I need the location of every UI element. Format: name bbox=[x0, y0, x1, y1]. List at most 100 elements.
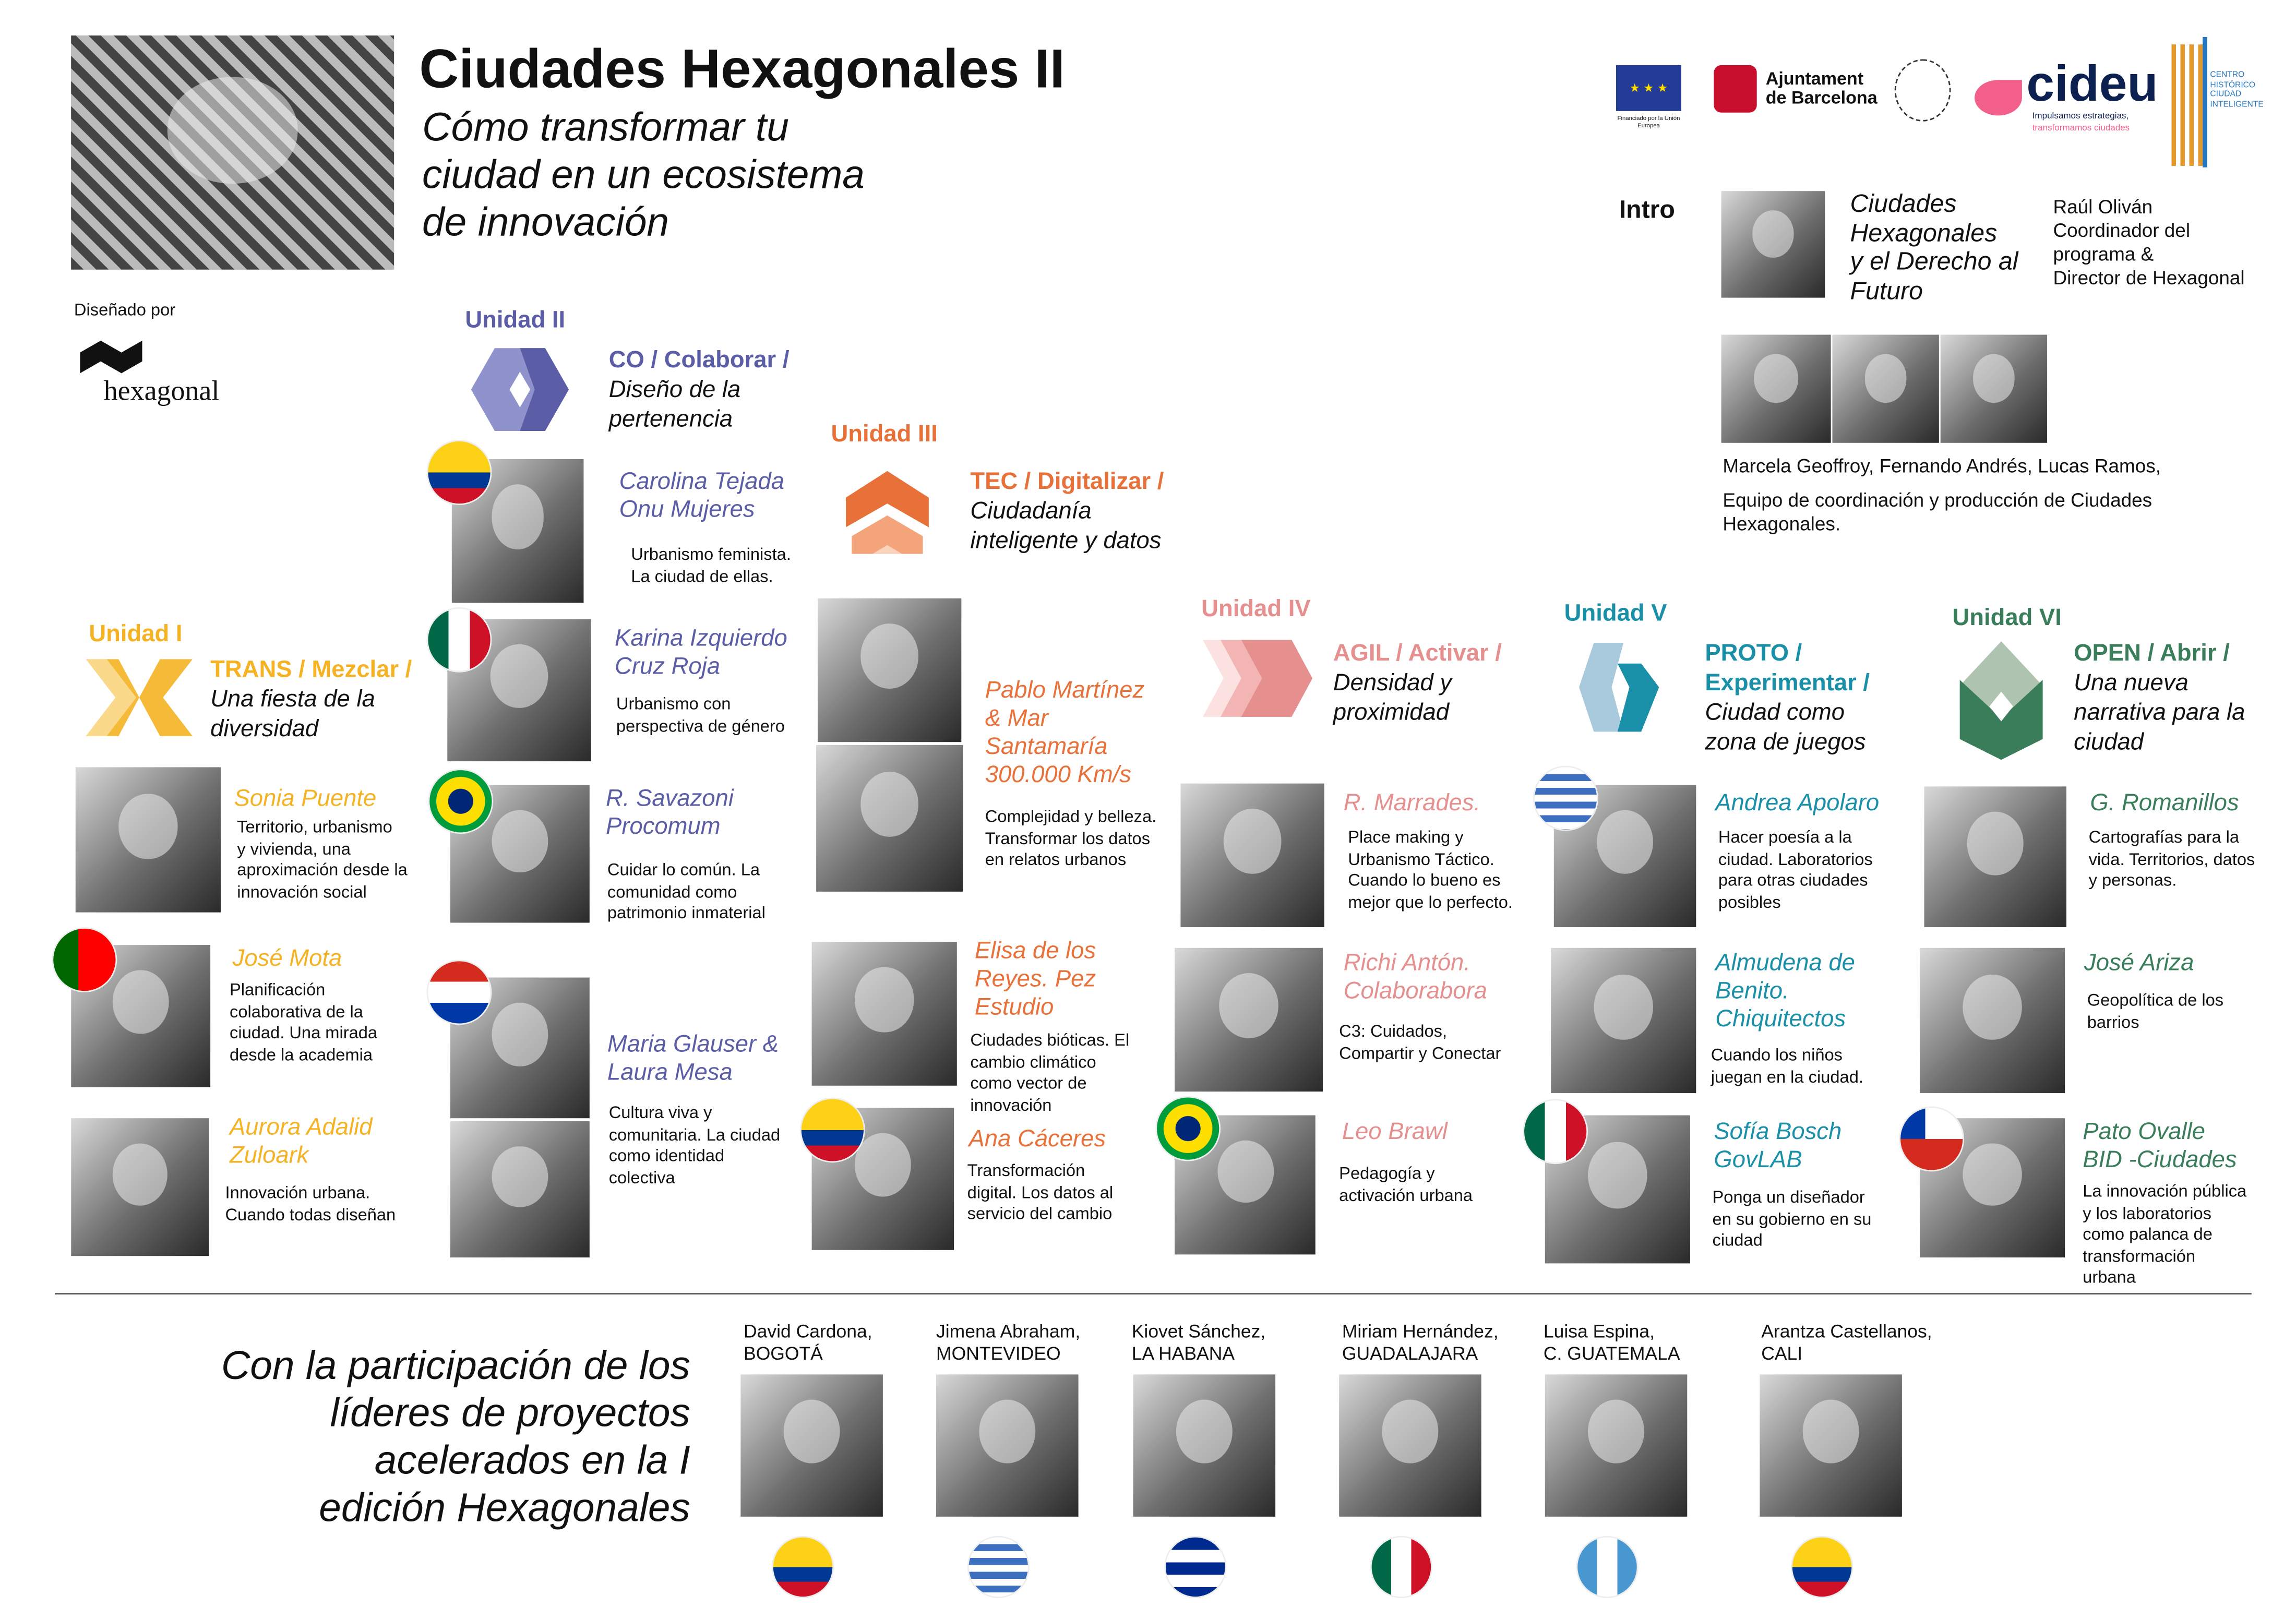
speaker-description: Place making y Urbanismo Táctico. Cuando… bbox=[1348, 829, 1513, 912]
mexico-flag-icon bbox=[428, 608, 491, 671]
diamond-hexagon-icon bbox=[1959, 641, 2043, 760]
designed-by-label: Diseñado por bbox=[74, 302, 176, 320]
unit-subtitle: Densidad y proximidad bbox=[1333, 670, 1452, 726]
speaker-photo bbox=[71, 945, 211, 1087]
participant-photo bbox=[936, 1374, 1079, 1517]
speaker-photo bbox=[1919, 948, 2065, 1093]
raul-olivan-photo bbox=[1721, 191, 1825, 298]
speaker-name: Pablo Martínez & Mar Santamaría 300.000 … bbox=[985, 678, 1145, 788]
unit-label: Unidad I bbox=[89, 622, 183, 647]
speaker-description: Pedagogía y activación urbana bbox=[1339, 1166, 1473, 1205]
speaker-photo bbox=[816, 745, 963, 892]
hexagon-icon bbox=[471, 348, 569, 431]
portugal-flag-icon bbox=[53, 928, 116, 991]
brazil-flag-icon bbox=[1157, 1097, 1219, 1160]
uruguay-flag-icon bbox=[1534, 767, 1597, 830]
cideu-tagline: Impulsamos estrategias, bbox=[2032, 112, 2129, 122]
chile-flag-icon bbox=[1900, 1108, 1963, 1170]
unit-label: Unidad VI bbox=[1952, 606, 2062, 631]
speaker-name: Maria Glauser & Laura Mesa bbox=[607, 1032, 779, 1086]
unit-label: Unidad V bbox=[1564, 601, 1667, 627]
speaker-name: Elisa de los Reyes. Pez Estudio bbox=[974, 939, 1096, 1021]
barcelona-logo-text: Ajuntament de Barcelona bbox=[1765, 68, 1878, 109]
intro-talk-title: Ciudades Hexagonales y el Derecho al Fut… bbox=[1850, 189, 2018, 305]
intro-label: Intro bbox=[1619, 195, 1675, 224]
speaker-name: Sofía Bosch GovLAB bbox=[1714, 1120, 1842, 1173]
speaker-name: José Mota bbox=[232, 946, 342, 972]
speaker-description: Transformación digital. Los datos al ser… bbox=[967, 1162, 1114, 1224]
participant-name: Jimena Abraham, MONTEVIDEO bbox=[936, 1321, 1081, 1364]
mexico-flag-icon bbox=[1524, 1100, 1587, 1163]
unit-title: TRANS / Mezclar / bbox=[210, 657, 412, 683]
aerial-city-image bbox=[71, 35, 394, 270]
unit-title: CO / Colaborar / bbox=[608, 348, 790, 374]
eu-caption: Financiado por la Unión Europea bbox=[1617, 114, 1680, 129]
speaker-name: Almudena de Benito. Chiquitectos bbox=[1715, 951, 1855, 1033]
participant-photo bbox=[740, 1374, 883, 1517]
speaker-name: R. Savazoni Procomum bbox=[606, 786, 734, 840]
speaker-description: C3: Cuidados, Compartir y Conectar bbox=[1339, 1023, 1501, 1063]
participants-heading: Con la participación de los líderes de p… bbox=[221, 1343, 690, 1530]
brazil-flag-icon bbox=[429, 770, 492, 833]
speaker-name: Aurora Adalid Zuloark bbox=[229, 1115, 373, 1169]
page-title: Ciudades Hexagonales II bbox=[419, 38, 1065, 100]
speaker-description: Cuando los niños juegan en la ciudad. bbox=[1711, 1047, 1863, 1087]
speaker-description: Urbanismo con perspectiva de género bbox=[616, 696, 785, 736]
speaker-description: Cartografías para la vida. Territorios, … bbox=[2088, 829, 2255, 891]
colombia-flag-icon bbox=[428, 441, 491, 504]
speaker-description: Territorio, urbanismo y vivienda, una ap… bbox=[237, 819, 408, 902]
speaker-photo bbox=[1175, 948, 1323, 1092]
speaker-name: Sonia Puente bbox=[234, 786, 377, 812]
speaker-photo bbox=[1175, 1115, 1316, 1255]
unit-title: TEC / Digitalizar / bbox=[970, 469, 1164, 495]
habana-seal-logo bbox=[1894, 59, 1951, 122]
participant-photo bbox=[1339, 1374, 1481, 1517]
unit-label: Unidad II bbox=[465, 308, 566, 333]
eu-flag-logo: ★ ★ ★ bbox=[1616, 65, 1681, 111]
split-hexagon-icon bbox=[1579, 642, 1659, 732]
centro-historico-text: CENTRO HISTÓRICO CIUDAD INTELIGENTE bbox=[2210, 71, 2264, 109]
speaker-description: Ciudades bióticas. El cambio climático c… bbox=[970, 1032, 1130, 1115]
colombia-flag-icon bbox=[1792, 1537, 1852, 1597]
participant-photo bbox=[1760, 1374, 1902, 1517]
cideu-tagline-2: transformamos ciudades bbox=[2032, 124, 2130, 134]
unit-title: PROTO / Experimentar / bbox=[1705, 641, 1870, 697]
unit-subtitle: Diseño de la pertenencia bbox=[608, 377, 741, 433]
unit-subtitle: Ciudad como zona de juegos bbox=[1705, 700, 1866, 755]
uruguay-flag-icon bbox=[968, 1537, 1029, 1597]
speaker-description: Cuidar lo común. La comunidad como patri… bbox=[607, 862, 766, 923]
page-subtitle: Cómo transformar tu ciudad en un ecosist… bbox=[422, 105, 865, 245]
unit-subtitle: Una nueva narrativa para la ciudad bbox=[2074, 670, 2245, 755]
hexagonal-logo-icon bbox=[80, 340, 142, 374]
speaker-photo bbox=[1180, 783, 1324, 928]
speaker-photo bbox=[1924, 786, 2066, 928]
chevrons-right-icon bbox=[1203, 640, 1313, 717]
team-photo bbox=[1832, 334, 1939, 443]
intro-speaker: Raúl Oliván Coordinador del programa & D… bbox=[2053, 195, 2245, 289]
speaker-name: Pato Ovalle BID -Ciudades bbox=[2083, 1120, 2237, 1173]
team-photo bbox=[1721, 334, 1831, 443]
speaker-description: Innovación urbana. Cuando todas diseñan bbox=[225, 1184, 396, 1225]
speaker-description: Ponga un diseñador en su gobierno en su … bbox=[1712, 1189, 1872, 1250]
speaker-name: Richi Antón. Colaborabora bbox=[1343, 951, 1487, 1004]
unit-subtitle: Ciudadanía inteligente y datos bbox=[970, 499, 1162, 554]
x-chevrons-icon bbox=[86, 659, 193, 736]
team-photo bbox=[1940, 334, 2048, 443]
team-role: Equipo de coordinación y producción de C… bbox=[1723, 488, 2152, 535]
speaker-description: Hacer poesía a la ciudad. Laboratorios p… bbox=[1718, 829, 1873, 912]
mexico-flag-icon bbox=[1371, 1537, 1431, 1597]
speaker-name: Ana Cáceres bbox=[968, 1127, 1106, 1153]
guatemala-flag-icon bbox=[1577, 1537, 1637, 1597]
speaker-description: Planificación colaborativa de la ciudad.… bbox=[229, 982, 378, 1064]
speaker-description: Complejidad y belleza. Transformar los d… bbox=[985, 808, 1157, 870]
unit-subtitle: Una fiesta de la diversidad bbox=[210, 687, 375, 742]
speaker-name: José Ariza bbox=[2084, 951, 2194, 976]
cideu-swirl-icon bbox=[1974, 80, 2022, 116]
participant-photo bbox=[1133, 1374, 1276, 1517]
participant-name: Miriam Hernández, GUADALAJARA bbox=[1342, 1321, 1499, 1364]
hexagonal-logo-text: hexagonal bbox=[103, 376, 220, 407]
centro-historico-bar bbox=[2203, 37, 2207, 167]
cideu-logo-text: cideu bbox=[2026, 56, 2158, 113]
speaker-name: Andrea Apolaro bbox=[1715, 790, 1880, 817]
